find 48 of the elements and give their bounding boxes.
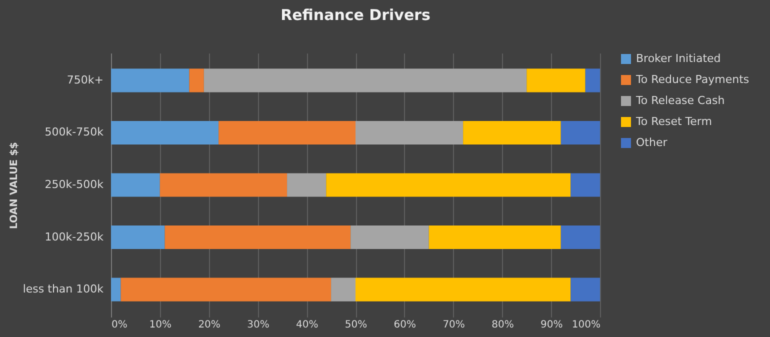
legend-label: To Reset Term [635,115,712,128]
x-tick-label: 30% [247,320,270,330]
bar [204,68,527,92]
bar [463,120,561,144]
bar [560,226,600,250]
bar [189,68,204,92]
bar [287,173,326,197]
legend-label: To Release Cash [635,94,725,107]
bar [111,120,219,144]
bar [428,226,561,250]
bar [111,278,121,302]
bar [560,120,600,144]
x-tick-label: 60% [394,320,416,330]
bar [111,226,165,250]
bar [356,278,571,302]
bar [356,120,464,144]
y-tick-label: 750k+ [66,73,104,86]
bar [111,68,190,92]
bar [570,278,600,302]
bar [585,68,600,92]
y-tick-label: 500k-750k [44,126,104,139]
bar [326,173,571,197]
x-tick-label: 0% [112,320,128,330]
bar [526,68,586,92]
bar [350,226,429,250]
y-tick-label: 100k-250k [44,230,104,244]
y-axis-title: LOAN VALUE $$ [8,142,20,230]
y-tick-label: 250k-500k [44,178,104,191]
bar [111,173,160,197]
x-tick-label: 80% [492,320,514,330]
legend-label: To Reduce Payments [635,73,750,86]
x-tick-label: 40% [296,320,318,330]
x-tick-label: 50% [344,320,368,330]
bar [331,278,356,302]
bar [164,226,351,250]
x-tick-label: 90% [540,320,563,330]
x-tick-label: 10% [149,320,172,330]
legend-label: Other [636,136,668,149]
x-tick-label: 20% [198,320,220,330]
bar [160,173,288,197]
x-tick-label: 100% [572,320,600,330]
bar [120,278,332,302]
legend-label: Broker Initiated [636,52,721,65]
bar [218,120,356,144]
y-tick-label: less than 100k [22,282,104,296]
chart-title: Refinance Drivers [280,6,430,24]
x-tick-label: 70% [442,320,465,330]
bar [570,173,600,197]
